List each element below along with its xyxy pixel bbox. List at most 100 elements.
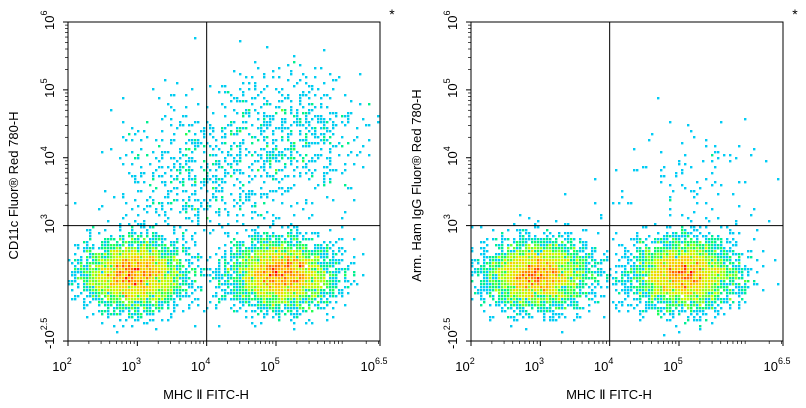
density-point: [618, 310, 621, 313]
density-point: [71, 274, 74, 277]
density-point: [269, 241, 272, 244]
x-tick-label: 106.5: [764, 356, 791, 374]
density-point: [149, 283, 152, 286]
density-point: [104, 277, 107, 280]
density-point: [248, 253, 251, 256]
density-point: [119, 265, 122, 268]
density-point: [275, 250, 278, 253]
density-point: [519, 232, 522, 235]
density-point: [543, 286, 546, 289]
density-point: [564, 247, 567, 250]
density-point: [146, 292, 149, 295]
density-point: [203, 229, 206, 232]
density-point: [221, 166, 224, 169]
density-point: [705, 268, 708, 271]
density-point: [699, 328, 702, 331]
density-point: [179, 289, 182, 292]
density-point: [161, 262, 164, 265]
density-point: [513, 298, 516, 301]
density-point: [498, 256, 501, 259]
density-point: [170, 295, 173, 298]
density-point: [516, 301, 519, 304]
density-point: [347, 121, 350, 124]
density-point: [113, 277, 116, 280]
density-point: [284, 259, 287, 262]
density-point: [687, 235, 690, 238]
density-point: [110, 148, 113, 151]
density-point: [615, 289, 618, 292]
density-point: [696, 265, 699, 268]
density-point: [191, 160, 194, 163]
density-point: [675, 301, 678, 304]
density-point: [639, 250, 642, 253]
density-point: [173, 166, 176, 169]
density-point: [248, 109, 251, 112]
density-point: [155, 157, 158, 160]
density-point: [660, 151, 663, 154]
density-point: [573, 289, 576, 292]
density-point: [194, 184, 197, 187]
density-point: [83, 241, 86, 244]
density-point: [155, 298, 158, 301]
density-point: [131, 208, 134, 211]
density-point: [561, 241, 564, 244]
density-point: [89, 262, 92, 265]
density-point: [173, 298, 176, 301]
density-point: [263, 163, 266, 166]
density-point: [543, 238, 546, 241]
density-point: [516, 277, 519, 280]
density-point: [633, 268, 636, 271]
density-point: [320, 307, 323, 310]
density-point: [311, 289, 314, 292]
density-point: [269, 253, 272, 256]
density-point: [552, 271, 555, 274]
density-point: [290, 148, 293, 151]
density-point: [681, 247, 684, 250]
density-point: [263, 286, 266, 289]
density-point: [690, 262, 693, 265]
density-point: [254, 109, 257, 112]
density-point: [726, 283, 729, 286]
density-point: [227, 124, 230, 127]
density-point: [335, 280, 338, 283]
density-point: [305, 172, 308, 175]
density-point: [552, 250, 555, 253]
density-point: [104, 268, 107, 271]
density-point: [98, 268, 101, 271]
density-point: [329, 283, 332, 286]
density-point: [642, 268, 645, 271]
density-point: [101, 265, 104, 268]
density-point: [651, 307, 654, 310]
density-point: [281, 295, 284, 298]
density-point: [314, 283, 317, 286]
density-point: [161, 166, 164, 169]
density-point: [293, 148, 296, 151]
density-point: [275, 280, 278, 283]
density-point: [305, 244, 308, 247]
density-point: [335, 145, 338, 148]
density-point: [263, 202, 266, 205]
density-point: [119, 295, 122, 298]
density-point: [281, 193, 284, 196]
density-point: [630, 253, 633, 256]
density-point: [287, 286, 290, 289]
density-point: [158, 256, 161, 259]
density-point: [263, 121, 266, 124]
density-point: [567, 289, 570, 292]
density-point: [260, 289, 263, 292]
density-point: [275, 268, 278, 271]
density-point: [239, 199, 242, 202]
density-point: [239, 193, 242, 196]
density-point: [218, 286, 221, 289]
density-point: [552, 304, 555, 307]
density-point: [254, 61, 257, 64]
density-point: [149, 277, 152, 280]
density-point: [101, 292, 104, 295]
density-point: [720, 238, 723, 241]
density-point: [660, 259, 663, 262]
density-point: [702, 295, 705, 298]
density-point: [699, 280, 702, 283]
density-point: [137, 283, 140, 286]
density-point: [122, 286, 125, 289]
density-point: [287, 250, 290, 253]
